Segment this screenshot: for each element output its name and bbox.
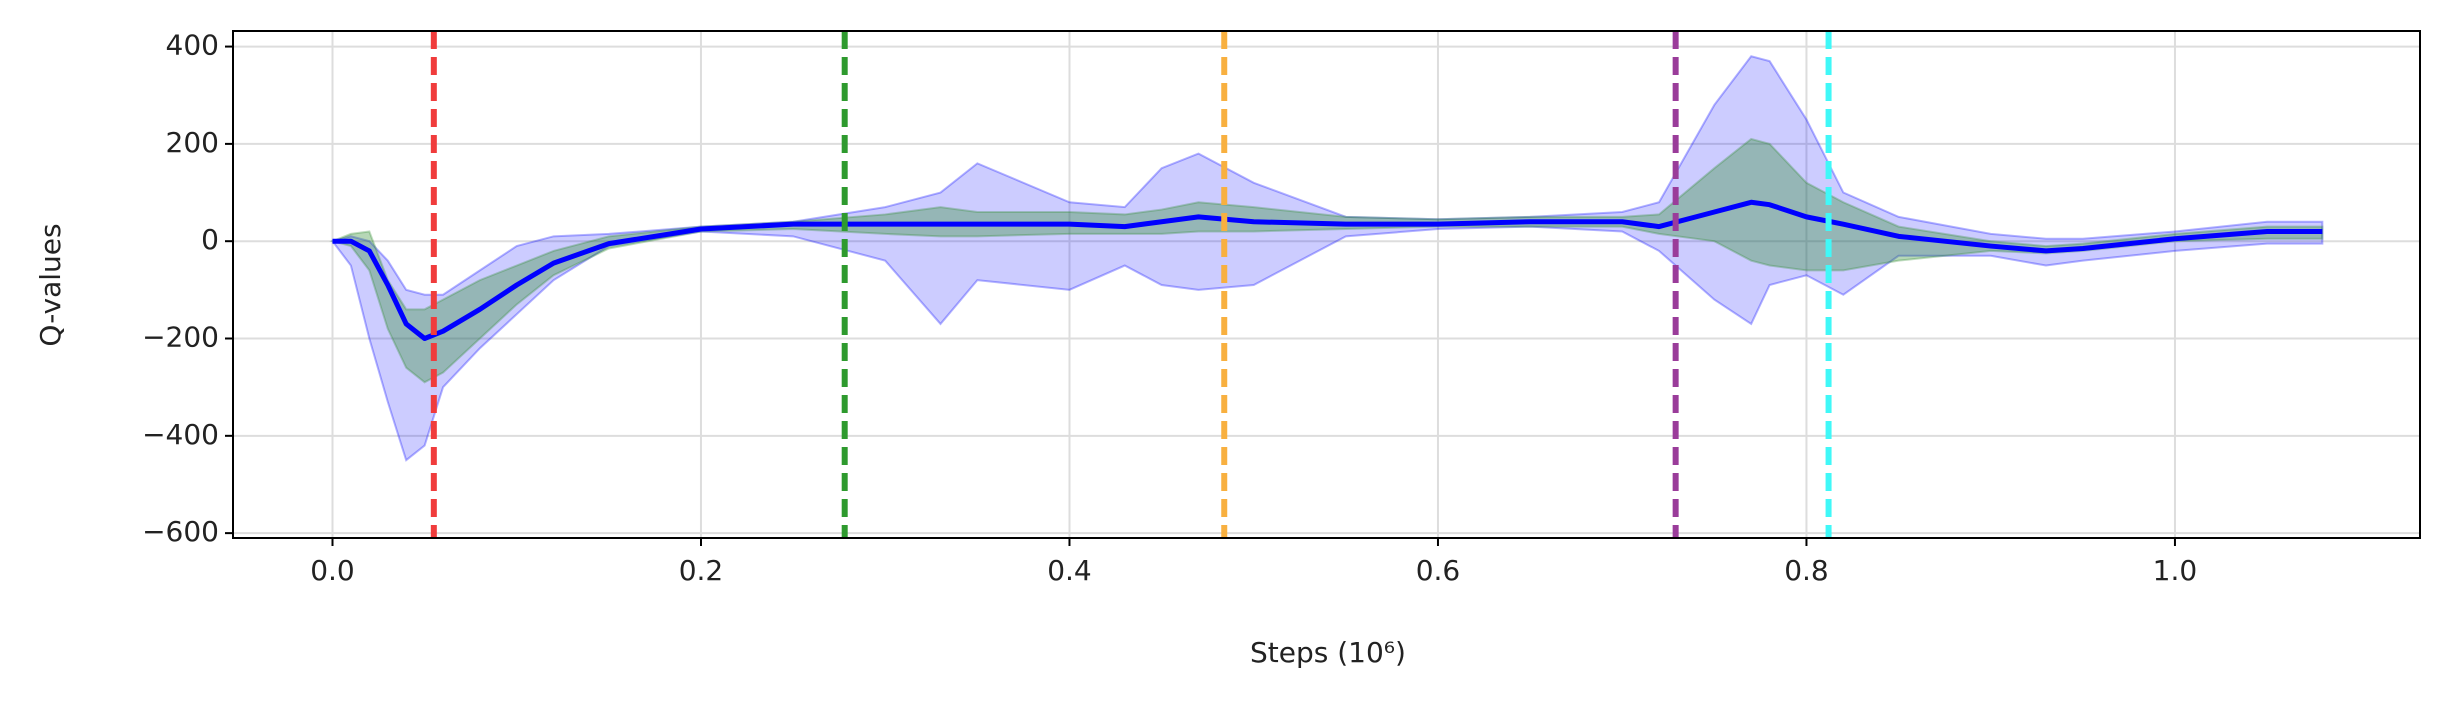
x-tick-label: 0.8 [1784, 554, 1829, 587]
x-axis-label: Steps (10⁶) [1250, 636, 1406, 669]
x-tick-label: 0.0 [310, 554, 355, 587]
y-tick-label: −600 [142, 515, 219, 548]
x-tick-label: 1.0 [2153, 554, 2198, 587]
x-tick-label: 0.4 [1047, 554, 1092, 587]
y-tick-label: 400 [166, 29, 219, 62]
band [330, 55, 2324, 462]
line [332, 199, 2323, 342]
y-tick-label: −400 [142, 418, 219, 451]
plot-frame [232, 30, 2421, 539]
y-tick-label: 0 [201, 223, 219, 256]
x-tick-label: 0.2 [679, 554, 724, 587]
y-tick-label: −200 [142, 321, 219, 354]
y-tick-label: 200 [166, 126, 219, 159]
y-axis-label: Q-values [34, 223, 67, 346]
band [329, 137, 2324, 384]
x-tick-label: 0.6 [1416, 554, 1461, 587]
